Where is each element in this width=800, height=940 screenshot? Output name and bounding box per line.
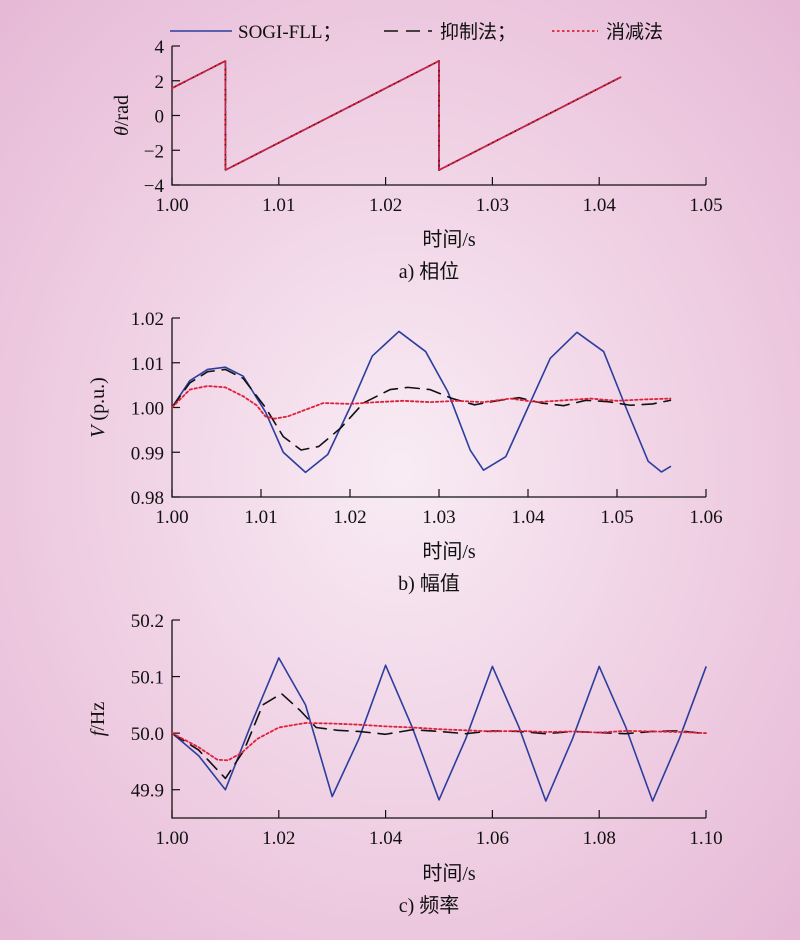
y-tick-label: 1.00 — [131, 399, 164, 420]
x-tick-label: 1.03 — [422, 507, 455, 528]
series-line-suppression — [171, 692, 707, 780]
y-tick-label: 0.99 — [131, 443, 164, 464]
legend-label-1: 抑制法； — [440, 21, 516, 43]
panel-phase: 1.00 1.01 1.02 1.03 1.04 1.05 4 2 0 −2 −4 时间/s θ/rad… — [111, 37, 723, 283]
legend: SOGI-FLL； 抑制法； 消减法 — [170, 21, 663, 43]
y-tick-label: 1.01 — [131, 354, 164, 375]
series-line-suppression — [171, 60, 622, 171]
x-axis-label: 时间/s — [422, 540, 476, 563]
y-tick-label: 0 — [155, 107, 165, 128]
x-tick-label: 1.02 — [333, 507, 366, 528]
x-tick-label: 1.04 — [583, 195, 617, 216]
x-tick-label: 1.05 — [600, 507, 633, 528]
x-tick-label: 1.03 — [476, 195, 509, 216]
y-tick-label: 4 — [155, 37, 165, 58]
legend-label-0: SOGI-FLL； — [238, 22, 341, 43]
panel-frequency: 1.00 1.02 1.04 1.06 1.08 1.10 50.2 50.1 50.0 49.9… — [87, 611, 723, 917]
panel-caption: a) 相位 — [399, 260, 460, 283]
x-tick-label: 1.04 — [511, 507, 545, 528]
x-tick-label: 1.01 — [262, 195, 295, 216]
x-tick-label: 1.05 — [689, 195, 722, 216]
y-axis-label: f/Hz — [87, 702, 109, 737]
y-tick-label: 50.2 — [131, 611, 164, 632]
panel-caption: c) 频率 — [399, 894, 460, 917]
x-tick-label: 1.08 — [583, 828, 616, 849]
series-line-suppression — [171, 368, 672, 451]
y-tick-label: −4 — [144, 176, 165, 197]
y-tick-label: 0.98 — [131, 488, 164, 509]
panel-caption: b) 幅值 — [398, 572, 460, 595]
y-tick-label: 50.0 — [131, 724, 164, 745]
series-line-reduction — [171, 722, 707, 762]
x-tick-label: 1.00 — [155, 507, 188, 528]
x-tick-label: 1.02 — [262, 828, 295, 849]
x-tick-label: 1.06 — [476, 828, 509, 849]
x-tick-label: 1.10 — [689, 828, 722, 849]
x-tick-label: 1.06 — [689, 507, 722, 528]
y-tick-label: 2 — [155, 72, 165, 93]
x-tick-label: 1.00 — [155, 828, 188, 849]
x-tick-label: 1.02 — [369, 195, 402, 216]
x-tick-label: 1.00 — [155, 195, 188, 216]
y-tick-label: 50.1 — [131, 668, 164, 689]
axes-frequency — [171, 620, 706, 819]
series-line-sogi-fll — [171, 60, 622, 171]
x-tick-label: 1.01 — [244, 507, 277, 528]
series-line-sogi-fll — [171, 657, 707, 802]
x-axis-label: 时间/s — [422, 228, 476, 251]
x-axis-label: 时间/s — [422, 862, 476, 885]
x-tick-label: 1.04 — [369, 828, 403, 849]
y-axis-label: θ/rad — [111, 95, 133, 136]
series-line-reduction — [171, 60, 622, 171]
y-axis-label: V (p.u.) — [87, 377, 109, 438]
series-line-sogi-fll — [171, 330, 672, 474]
y-tick-label: 1.02 — [131, 309, 164, 330]
panel-amplitude: 1.00 1.01 1.02 1.03 1.04 1.05 1.06 1.02 1.01 1.00… — [87, 309, 723, 595]
legend-label-2: 消减法 — [606, 21, 663, 43]
y-tick-label: 49.9 — [131, 781, 164, 802]
series-line-reduction — [171, 385, 672, 420]
y-tick-label: −2 — [144, 141, 164, 162]
